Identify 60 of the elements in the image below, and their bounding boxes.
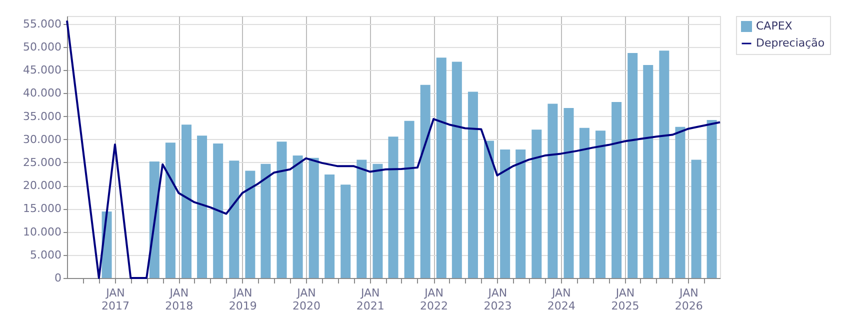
- bar: [372, 164, 383, 278]
- y-tick-label: 45.000: [23, 64, 62, 77]
- bar: [404, 120, 414, 278]
- y-tick-label: 15.000: [23, 202, 62, 216]
- x-tick-label: JAN 2017: [101, 286, 130, 312]
- bar: [324, 174, 335, 278]
- bar: [308, 158, 319, 278]
- y-tick-label: 35.000: [23, 110, 62, 123]
- legend-label: CAPEX: [756, 20, 793, 32]
- x-tick-label: JAN 2023: [484, 286, 512, 312]
- bar: [579, 128, 590, 278]
- bar: [436, 58, 446, 278]
- y-tick-label: 0: [54, 272, 62, 284]
- bar: [229, 160, 240, 278]
- bar: [564, 108, 574, 278]
- x-tick-label: JAN 2025: [611, 286, 640, 312]
- bar: [213, 144, 224, 278]
- bar: [388, 136, 398, 278]
- y-tick-label: 10.000: [23, 225, 62, 238]
- x-tick-label: JAN 2024: [547, 286, 576, 312]
- y-tick-label: 30.000: [23, 132, 62, 146]
- bar: [340, 184, 351, 278]
- y-tick-label: 40.000: [23, 86, 62, 100]
- y-tick-label: 5.000: [30, 248, 62, 262]
- y-tick-label: 20.000: [23, 179, 62, 192]
- bar: [706, 120, 717, 278]
- bar: [245, 170, 256, 278]
- y-tick-label: 25.000: [23, 156, 62, 169]
- bar: [182, 124, 192, 278]
- bar: [500, 150, 510, 278]
- y-tick-label: 50.000: [23, 40, 62, 54]
- bar: [595, 130, 606, 278]
- bar: [659, 50, 670, 278]
- bar: [292, 156, 303, 278]
- bar: [452, 62, 462, 278]
- x-tick-label: JAN 2020: [292, 286, 321, 312]
- bar: [197, 136, 208, 278]
- x-tick-label: JAN 2019: [228, 286, 257, 312]
- bar: [484, 140, 494, 278]
- bar: [276, 142, 287, 278]
- y-tick-label: 55.000: [23, 17, 62, 30]
- bar: [612, 102, 622, 278]
- bar: [548, 104, 558, 278]
- bar: [643, 64, 654, 278]
- bar: [260, 164, 271, 278]
- bar: [628, 52, 638, 278]
- x-tick-label: JAN 2021: [356, 286, 384, 312]
- bar: [165, 142, 176, 278]
- line-series: [66, 20, 721, 279]
- bar: [468, 92, 478, 278]
- bar: [691, 160, 702, 278]
- bar: [516, 150, 526, 278]
- legend-label: Depreciação: [756, 36, 825, 50]
- x-tick-label: JAN 2022: [420, 286, 448, 312]
- bar: [420, 84, 430, 278]
- bar: [356, 160, 367, 278]
- bar: [675, 126, 686, 278]
- bar: [532, 130, 542, 278]
- x-tick-label: JAN 2026: [674, 286, 703, 312]
- x-tick-label: JAN 2018: [165, 286, 194, 312]
